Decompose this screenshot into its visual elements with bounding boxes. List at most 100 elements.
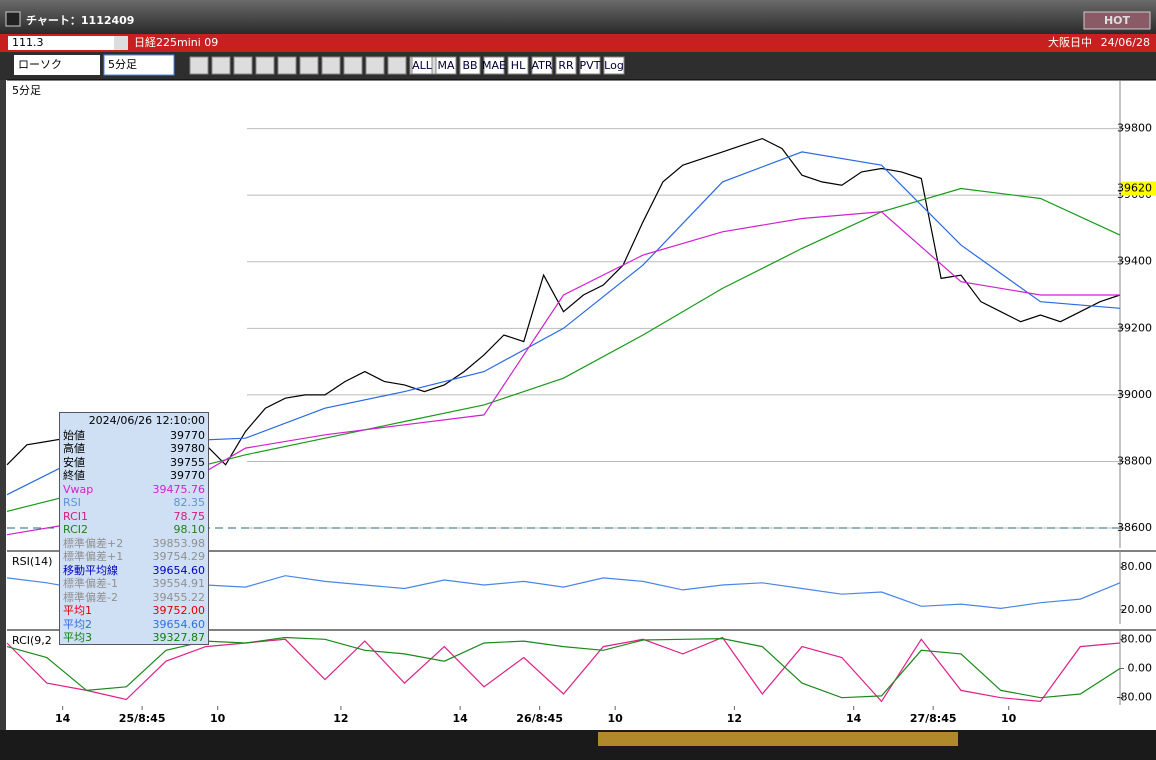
row-value: 39654.60 [152, 617, 206, 631]
tool-button[interactable] [435, 56, 457, 75]
row-value: 39554.91 [152, 577, 206, 590]
tool-button[interactable] [555, 56, 577, 75]
tool-label: PVT [580, 59, 601, 72]
tool-button[interactable] [579, 56, 601, 75]
y-tick-label: 80.00 [1121, 560, 1153, 573]
row-label: 終値 [63, 469, 85, 482]
tool-icon[interactable] [277, 56, 297, 75]
info-row: 標準偏差+1 39754.29 [60, 550, 208, 564]
y-tick-label: 39800 [1117, 122, 1152, 135]
info-row: 終値 39770 [60, 469, 208, 483]
x-tick-label: 10 [210, 712, 226, 725]
row-label: RCI2 [63, 523, 89, 536]
header-bar [0, 34, 1156, 52]
timestamp: 2024/06/26 12:10:00 [88, 414, 205, 427]
tool-button[interactable] [411, 56, 433, 75]
scroll-thumb[interactable] [598, 732, 958, 746]
tool-icon[interactable] [189, 56, 209, 75]
row-value: 78.75 [173, 509, 206, 523]
price-marker-label: 39620 [1117, 182, 1152, 195]
row-value: 82.35 [173, 496, 206, 509]
info-row: RSI 82.35 [60, 496, 208, 510]
y-tick-label: 38600 [1117, 521, 1152, 534]
row-value: 39770 [170, 428, 205, 442]
hot-button[interactable] [1083, 11, 1151, 30]
x-tick-label: 26/8:45 [516, 712, 563, 725]
row-value: 98.10 [173, 523, 206, 536]
x-tick-label: 14 [452, 712, 468, 725]
date: 24/06/28 [1101, 36, 1150, 49]
info-row: 高値 39780 [60, 442, 208, 456]
tool-icon[interactable] [233, 56, 253, 75]
tool-label: RR [558, 59, 574, 72]
row-value: 39752.00 [152, 604, 206, 617]
x-tick-label: 14 [55, 712, 71, 725]
row-value: 39455.22 [152, 590, 206, 604]
style-label: ローソク [18, 58, 62, 71]
instrument: 日経225mini 09 [134, 36, 218, 49]
tool-icon[interactable] [387, 56, 407, 75]
title-bar [0, 0, 1156, 34]
info-row: Vwap 39475.76 [60, 483, 208, 497]
row-label: 安値 [63, 455, 85, 469]
info-box: 2024/06/26 12:10:00 始値 39770 高値 39780 安値 39755… [59, 412, 209, 645]
interval-label: 5分足 [108, 58, 137, 71]
row-label: 標準偏差-2 [63, 590, 118, 604]
info-row: 安値 39755 [60, 456, 208, 470]
row-label: RSI [63, 496, 81, 509]
tool-label: ALL [412, 59, 433, 72]
interval-select[interactable] [103, 54, 175, 76]
tool-button[interactable] [483, 56, 505, 75]
x-tick-label: 12 [333, 712, 348, 725]
x-tick-label: 27/8:45 [910, 712, 957, 725]
info-row: RCI2 98.10 [60, 523, 208, 537]
tool-icon[interactable] [365, 56, 385, 75]
tool-label: MAE [482, 59, 506, 72]
app-icon [5, 11, 21, 27]
panel-title: RCI(9,2 [12, 634, 52, 647]
x-tick-label: 25/8:45 [119, 712, 166, 725]
y-tick-label: 39200 [1117, 321, 1152, 334]
row-label: 標準偏差-1 [63, 577, 118, 590]
row-value: 39754.29 [152, 550, 206, 563]
hot-label[interactable]: HOT [1104, 14, 1131, 27]
row-value: 39654.60 [152, 563, 206, 577]
x-tick-label: 10 [608, 712, 624, 725]
tool-icon[interactable] [299, 56, 319, 75]
tool-button[interactable] [531, 56, 553, 75]
style-select[interactable] [14, 55, 100, 75]
row-label: 平均1 [63, 604, 92, 617]
y-tick-label: 38800 [1117, 454, 1152, 467]
tool-icon[interactable] [321, 56, 341, 75]
tool-icon[interactable] [211, 56, 231, 75]
info-row: RCI1 78.75 [60, 510, 208, 524]
x-tick-label: 12 [727, 712, 742, 725]
panel-title: 5分足 [12, 84, 41, 97]
tool-label: MA [437, 59, 454, 72]
x-tick-label: 14 [846, 712, 862, 725]
tool-label: ATR [531, 59, 552, 72]
code-input[interactable] [8, 36, 128, 50]
y-tick-label: 80.00 [1121, 632, 1153, 645]
tool-icon[interactable] [343, 56, 363, 75]
row-label: 移動平均線 [63, 563, 118, 577]
tool-label: Log [604, 59, 624, 72]
tool-button[interactable] [459, 56, 481, 75]
info-row: 始値 39770 [60, 429, 208, 443]
row-value: 39770 [170, 469, 205, 482]
row-label: 始値 [63, 428, 85, 442]
x-tick-label: 10 [1001, 712, 1017, 725]
tool-button[interactable] [507, 56, 529, 75]
price-marker [1121, 181, 1156, 196]
session: 大阪日中 [1048, 35, 1092, 49]
tool-icon[interactable] [255, 56, 275, 75]
panel-title: RSI(14) [12, 555, 52, 568]
info-row: 移動平均線 39654.60 [60, 564, 208, 578]
y-tick-label: 20.00 [1121, 603, 1153, 616]
row-value: 39755 [170, 455, 205, 469]
code-dropdown[interactable] [114, 36, 128, 50]
info-row: 標準偏差-2 39455.22 [60, 591, 208, 605]
tool-button[interactable] [603, 56, 625, 75]
